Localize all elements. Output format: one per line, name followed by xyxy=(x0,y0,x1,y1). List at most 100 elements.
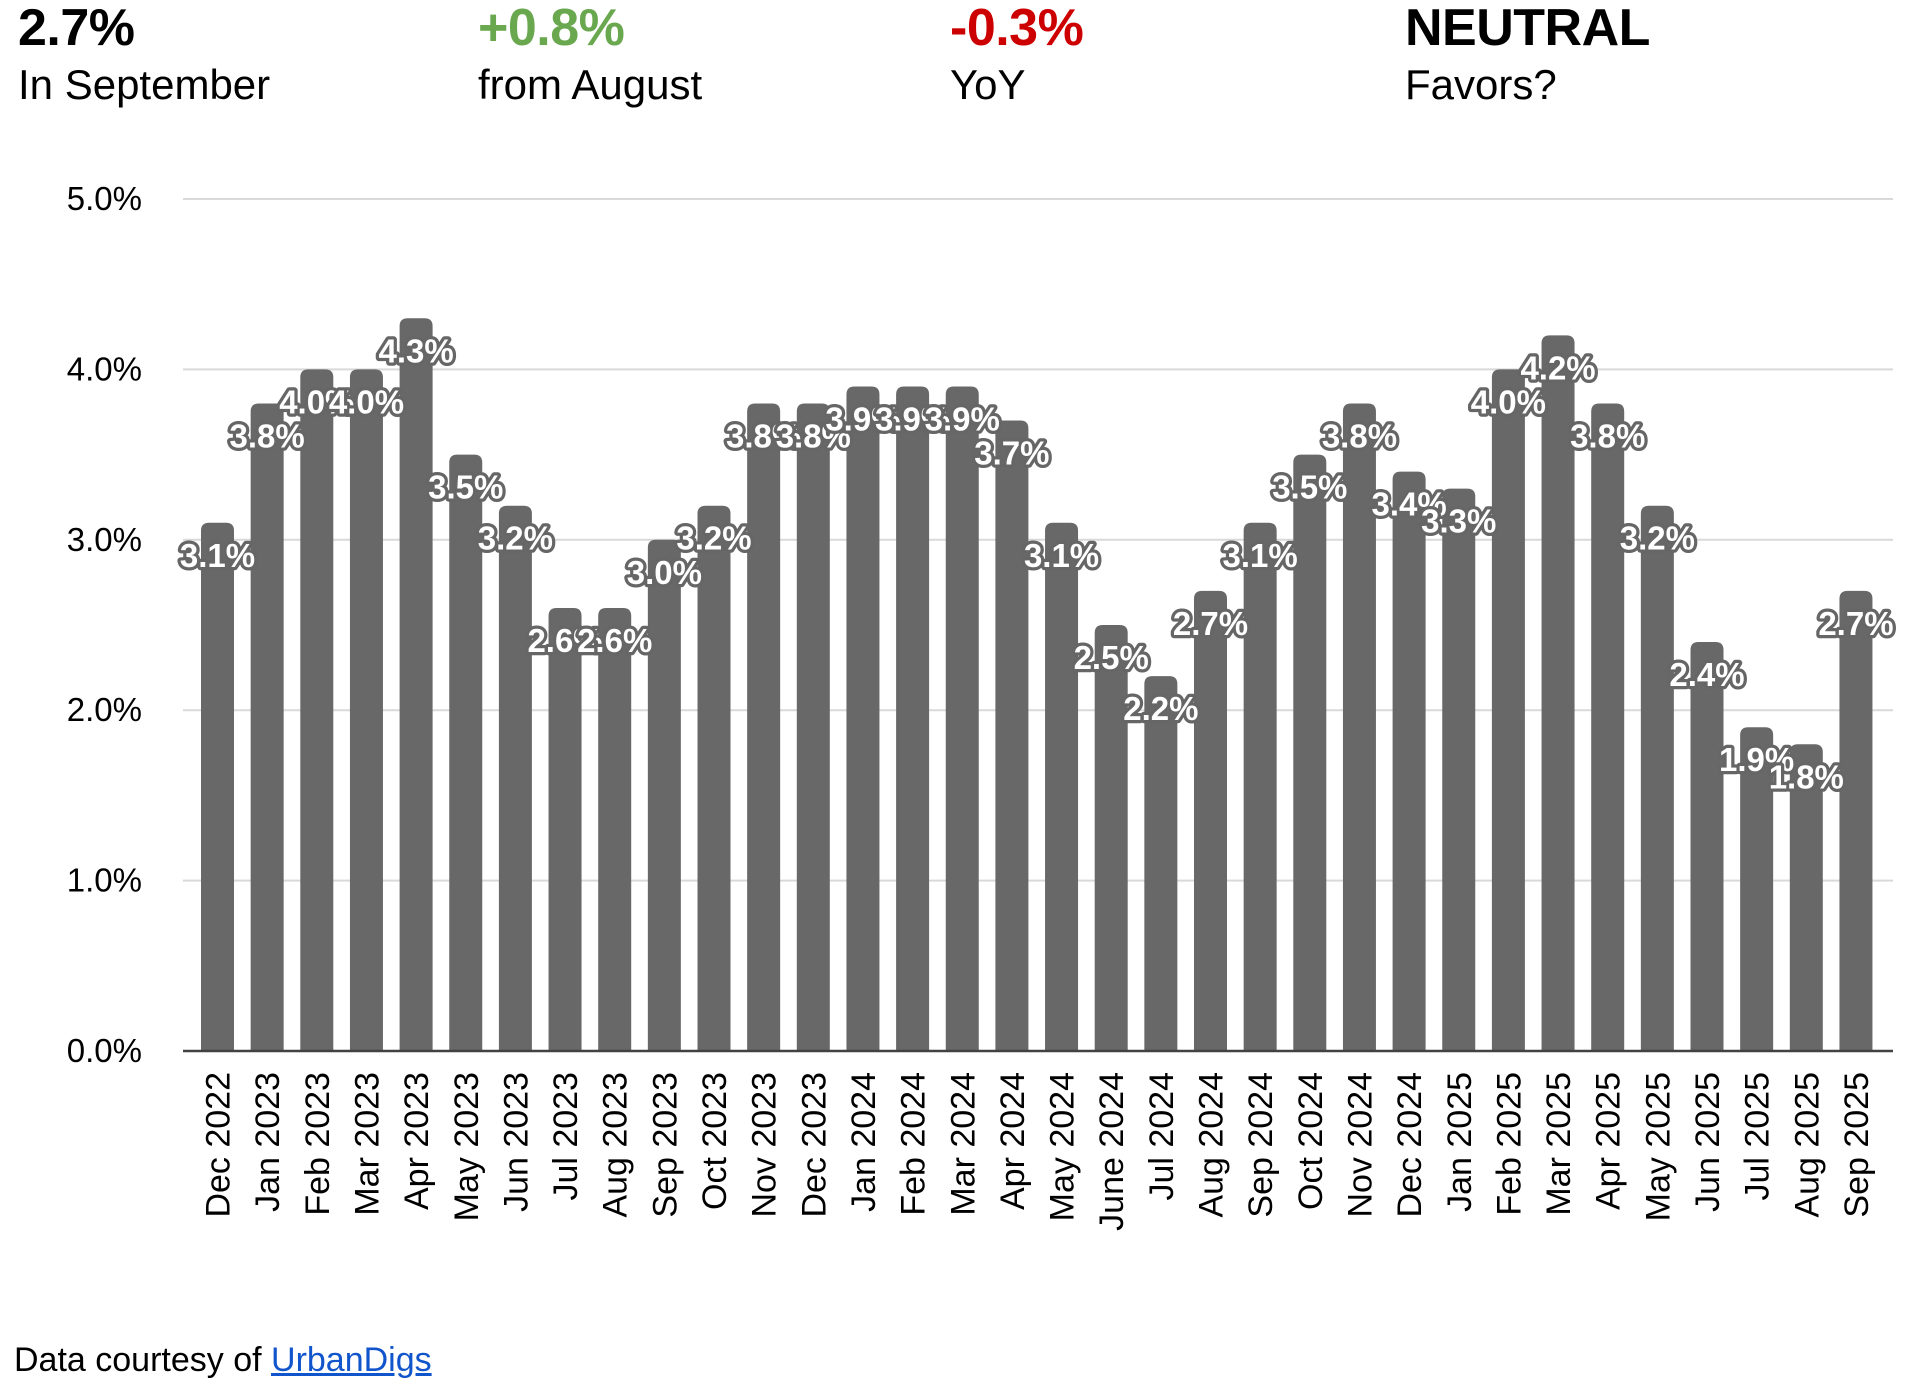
bar-label-Oct-2023: 3.2% xyxy=(676,520,751,557)
bar-label-Jan-2023: 3.8% xyxy=(230,417,305,454)
bar-label-Feb-2024: 3.9% xyxy=(875,400,950,437)
bar-May-2023 xyxy=(449,454,483,1052)
bar-Jan-2024 xyxy=(846,386,880,1051)
bar-label-June-2024: 2.5% xyxy=(1074,639,1149,676)
x-tick-Mar-2025: Mar 2025 xyxy=(1540,1072,1578,1216)
x-tick-June-2024: June 2024 xyxy=(1093,1072,1131,1231)
bar-label-Jan-2024: 3.9% xyxy=(825,400,900,437)
bar-Nov-2024 xyxy=(1342,403,1376,1052)
y-tick-5-0: 5.0% xyxy=(67,180,142,217)
bar-Dec-2023 xyxy=(796,403,830,1052)
bar-Aug-2024 xyxy=(1194,590,1227,1051)
bar-Feb-2023 xyxy=(300,369,334,1051)
bar-label-Aug-2024: 2.7% xyxy=(1173,605,1248,642)
bar-Mar-2025 xyxy=(1541,335,1575,1051)
bar-Dec-2022 xyxy=(201,522,234,1051)
bar-label-Sep-2025: 2.7% xyxy=(1818,605,1893,642)
bar-Jan-2023 xyxy=(250,403,284,1052)
bar-Jun-2025 xyxy=(1690,642,1724,1051)
stat-label: YoY xyxy=(950,61,1026,108)
bar-label-Jun-2023: 3.2% xyxy=(478,520,553,557)
x-tick-Jan-2024: Jan 2024 xyxy=(845,1072,883,1212)
bar-Sep-2025 xyxy=(1839,590,1873,1051)
bar-May-2025 xyxy=(1640,505,1674,1052)
bar-Sep-2024 xyxy=(1243,522,1277,1051)
footer-text: Data courtesy of xyxy=(14,1341,272,1379)
bar-Jul-2023 xyxy=(548,607,582,1051)
bar-Feb-2024 xyxy=(896,386,930,1051)
bar-label-Jul-2024: 2.2% xyxy=(1123,690,1198,727)
x-tick-Dec-2023: Dec 2023 xyxy=(795,1072,833,1218)
stat-label: from August xyxy=(478,61,703,108)
bar-Mar-2024 xyxy=(945,386,979,1051)
bar-label-Apr-2023: 4.3% xyxy=(378,332,453,369)
x-tick-Jan-2023: Jan 2023 xyxy=(249,1072,287,1212)
stat-market-favor: NEUTRAL Favors? xyxy=(1405,2,1650,108)
x-tick-Nov-2023: Nov 2023 xyxy=(746,1072,784,1218)
bar-label-Sep-2024: 3.1% xyxy=(1223,537,1298,574)
bar-label-Nov-2023: 3.8% xyxy=(726,417,801,454)
bar-Apr-2025 xyxy=(1591,403,1625,1052)
stat-value: +0.8% xyxy=(478,0,625,57)
x-tick-Jul-2023: Jul 2023 xyxy=(547,1072,585,1201)
footer: Data courtesy of UrbanDigs xyxy=(14,1340,432,1380)
stat-value: 2.7% xyxy=(18,0,135,57)
bar-June-2024 xyxy=(1094,625,1128,1051)
bar-Nov-2023 xyxy=(747,403,781,1052)
x-tick-Aug-2024: Aug 2024 xyxy=(1193,1072,1231,1218)
bar-Aug-2025 xyxy=(1789,744,1823,1051)
bar-Oct-2023 xyxy=(697,505,731,1052)
bar-label-May-2025: 3.2% xyxy=(1620,520,1695,557)
bar-label-Jul-2023: 2.6% xyxy=(527,622,602,659)
bar-Aug-2023 xyxy=(598,607,632,1051)
x-tick-Apr-2025: Apr 2025 xyxy=(1590,1072,1628,1210)
bar-label-Apr-2025: 3.8% xyxy=(1570,417,1645,454)
bar-Jul-2024 xyxy=(1144,676,1178,1051)
bar-Feb-2025 xyxy=(1491,369,1525,1051)
y-tick-4-0: 4.0% xyxy=(67,350,142,387)
x-tick-Apr-2023: Apr 2023 xyxy=(398,1072,436,1210)
bar-label-Apr-2024: 3.7% xyxy=(974,435,1049,472)
bar-label-Jan-2025: 3.3% xyxy=(1421,503,1496,540)
x-tick-Mar-2024: Mar 2024 xyxy=(944,1072,982,1216)
bar-Jan-2025 xyxy=(1442,488,1476,1051)
bar-label-May-2023: 3.5% xyxy=(428,469,503,506)
bar-Jul-2025 xyxy=(1740,727,1774,1051)
bar-label-Nov-2024: 3.8% xyxy=(1322,417,1397,454)
bar-label-Aug-2025: 1.8% xyxy=(1769,758,1844,795)
bar-label-Mar-2024: 3.9% xyxy=(925,400,1000,437)
bar-Dec-2024 xyxy=(1392,471,1426,1051)
stat-value: -0.3% xyxy=(950,0,1084,57)
bar-Oct-2024 xyxy=(1293,454,1327,1052)
bar-Jun-2023 xyxy=(498,505,532,1052)
bar-label-Oct-2024: 3.5% xyxy=(1272,469,1347,506)
bar-Apr-2023 xyxy=(399,318,433,1051)
x-tick-May-2023: May 2023 xyxy=(448,1072,486,1221)
y-tick-1-0: 1.0% xyxy=(67,862,142,899)
x-tick-Jul-2025: Jul 2025 xyxy=(1739,1072,1777,1201)
x-tick-Jun-2023: Jun 2023 xyxy=(497,1072,535,1212)
bar-label-Aug-2023: 2.6% xyxy=(577,622,652,659)
bar-label-Dec-2022: 3.1% xyxy=(180,537,255,574)
stat-label: In September xyxy=(18,61,271,108)
y-tick-2-0: 2.0% xyxy=(67,691,142,728)
x-tick-Feb-2025: Feb 2025 xyxy=(1490,1072,1528,1216)
x-tick-Sep-2023: Sep 2023 xyxy=(646,1072,684,1218)
stat-year-over-year: -0.3% YoY xyxy=(950,0,1084,108)
x-tick-May-2025: May 2025 xyxy=(1639,1072,1677,1221)
x-tick-Sep-2025: Sep 2025 xyxy=(1838,1072,1876,1218)
x-tick-Mar-2023: Mar 2023 xyxy=(348,1072,386,1216)
bar-label-Mar-2023: 4.0% xyxy=(329,383,404,420)
x-tick-Feb-2024: Feb 2024 xyxy=(895,1072,933,1216)
bar-label-Feb-2023: 4.0% xyxy=(279,383,354,420)
bar-label-Sep-2023: 3.0% xyxy=(627,554,702,591)
urbandigs-link[interactable]: UrbanDigs xyxy=(271,1341,432,1379)
x-tick-Feb-2023: Feb 2023 xyxy=(299,1072,337,1216)
bar-label-Jun-2025: 2.4% xyxy=(1669,656,1744,693)
x-tick-Jan-2025: Jan 2025 xyxy=(1441,1072,1479,1212)
bar-Mar-2023 xyxy=(349,369,383,1051)
x-tick-Jun-2025: Jun 2025 xyxy=(1689,1072,1727,1212)
stat-value: NEUTRAL xyxy=(1405,0,1650,57)
